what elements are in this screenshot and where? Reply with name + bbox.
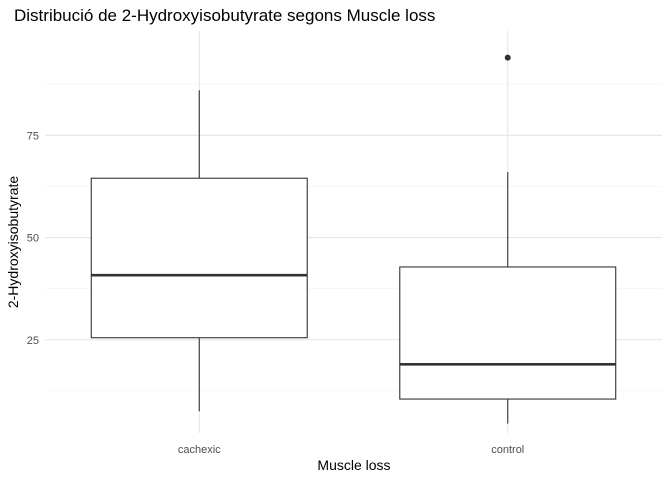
box-cachexic — [90, 90, 308, 412]
x-tick-label: control — [491, 444, 524, 456]
tick-labels: 25 50 75 cachexic control — [27, 130, 525, 456]
box-iqr — [90, 177, 308, 339]
y-tick-label: 50 — [27, 233, 39, 245]
x-tick-label: cachexic — [178, 444, 221, 456]
y-tick-label: 25 — [27, 335, 39, 347]
outlier-point — [504, 54, 511, 61]
y-tick-label: 75 — [27, 130, 39, 142]
x-axis-title: Muscle loss — [317, 457, 390, 473]
box-control — [399, 54, 617, 424]
y-axis-title: 2-Hydroxyisobutyrate — [5, 176, 21, 308]
chart-title: Distribució de 2-Hydroxyisobutyrate sego… — [14, 6, 435, 25]
box-iqr — [399, 266, 617, 400]
boxes — [90, 54, 617, 424]
